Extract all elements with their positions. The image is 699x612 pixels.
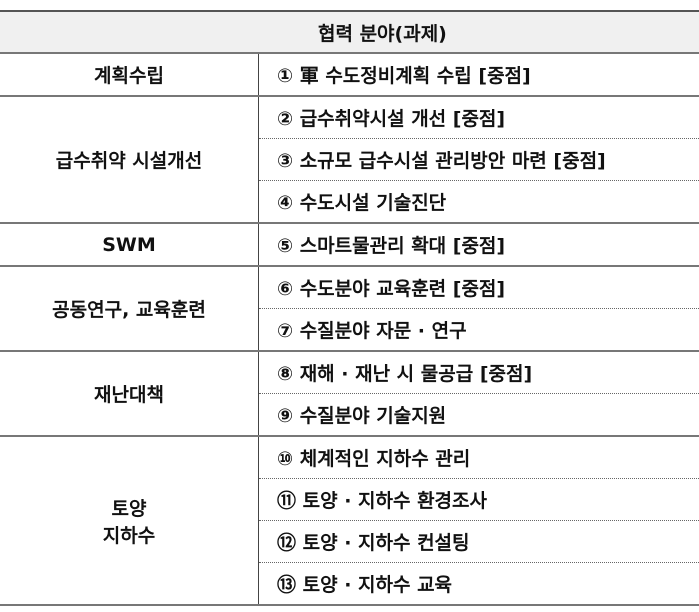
category-cell: 계획수립 — [0, 53, 259, 97]
table-row: ⑬ 토양 · 지하수 교육 — [0, 562, 699, 606]
table-row: 토양 지하수 ⑩ 체계적인 지하수 관리 — [0, 436, 699, 606]
header-title: 협력 분야(과제) — [318, 22, 447, 45]
task-cell: ⑤ 스마트물관리 확대 [중점] — [258, 223, 699, 267]
task-cell: ⑫ 토양 · 지하수 컨설팅 — [258, 520, 699, 563]
table-row: SWM ⑤ 스마트물관리 확대 [중점] — [0, 223, 699, 267]
task-cell: ⑥ 수도분야 교육훈련 [중점] — [258, 266, 699, 309]
category-cell: 토양 지하수 — [0, 436, 259, 606]
table-row: ③ 소규모 급수시설 관리방안 마련 [중점] — [0, 138, 699, 181]
task-cell: ⑪ 토양 · 지하수 환경조사 — [258, 478, 699, 521]
task-cell: ⑧ 재해 · 재난 시 물공급 [중점] — [258, 351, 699, 394]
task-cell: ⑩ 체계적인 지하수 관리 — [258, 436, 699, 479]
table-row: ⑨ 수질분야 기술지원 — [0, 393, 699, 437]
table-row: ⑫ 토양 · 지하수 컨설팅 — [0, 520, 699, 563]
table-row: 공동연구, 교육훈련 ⑥ 수도분야 교육훈련 [중점] — [0, 266, 699, 352]
category-cell: 공동연구, 교육훈련 — [0, 266, 259, 352]
task-cell: ⑦ 수질분야 자문 · 연구 — [258, 308, 699, 352]
task-cell: ④ 수도시설 기술진단 — [258, 180, 699, 224]
category-cell: 급수취약 시설개선 — [0, 96, 259, 224]
category-cell: SWM — [0, 223, 259, 267]
table-row: ④ 수도시설 기술진단 — [0, 180, 699, 224]
task-cell: ① 軍 수도정비계획 수립 [중점] — [258, 53, 699, 97]
task-cell: ② 급수취약시설 개선 [중점] — [258, 96, 699, 139]
task-cell: ⑬ 토양 · 지하수 교육 — [258, 562, 699, 606]
task-cell: ③ 소규모 급수시설 관리방안 마련 [중점] — [258, 138, 699, 181]
table-row: ⑪ 토양 · 지하수 환경조사 — [0, 478, 699, 521]
header-row: 협력 분야(과제) — [0, 10, 699, 54]
task-cell: ⑨ 수질분야 기술지원 — [258, 393, 699, 437]
table-row: ⑦ 수질분야 자문 · 연구 — [0, 308, 699, 352]
category-cell: 재난대책 — [0, 351, 259, 437]
table-row: 재난대책 ⑧ 재해 · 재난 시 물공급 [중점] — [0, 351, 699, 437]
cooperation-table: 협력 분야(과제) 계획수립 ① 軍 수도정비계획 수립 [중점] 급수취약 시설개… — [0, 10, 699, 606]
table-row: 급수취약 시설개선 ② 급수취약시설 개선 [중점] — [0, 96, 699, 224]
table-row: 계획수립 ① 軍 수도정비계획 수립 [중점] — [0, 53, 699, 97]
